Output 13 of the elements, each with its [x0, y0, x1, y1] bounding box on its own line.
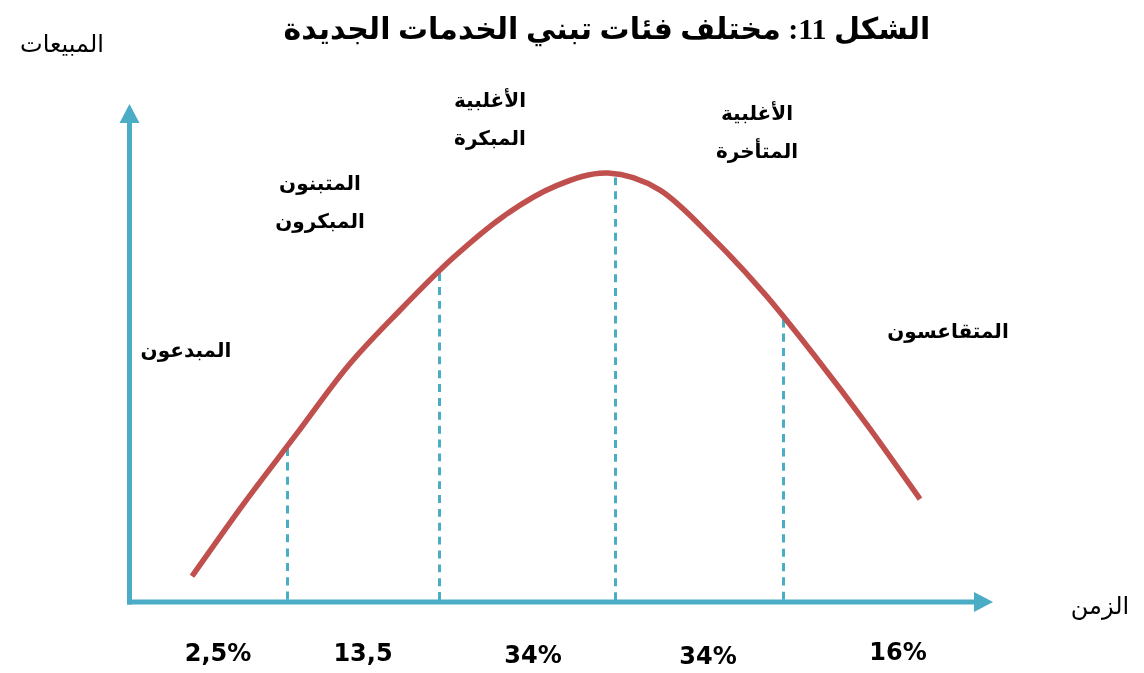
text: 2,5%	[184, 639, 252, 667]
text: المبيعات	[20, 31, 104, 57]
chart-title: الشكل 11: مختلف فئات تبني الخدمات الجديدة	[283, 11, 931, 47]
text: 34%	[504, 641, 562, 669]
text: 13,5	[333, 639, 393, 667]
text: 34%	[679, 642, 737, 670]
annotation: المتقاعسون	[887, 319, 1009, 343]
annotation: المتبنون المبكرون	[275, 171, 365, 233]
text: الأغلبية المبكرة	[453, 87, 527, 150]
annotation: المبدعون	[140, 338, 232, 362]
text: 16%	[869, 638, 927, 666]
text: الأغلبية المتأخرة	[715, 100, 799, 163]
text: الزمن	[1070, 593, 1130, 620]
